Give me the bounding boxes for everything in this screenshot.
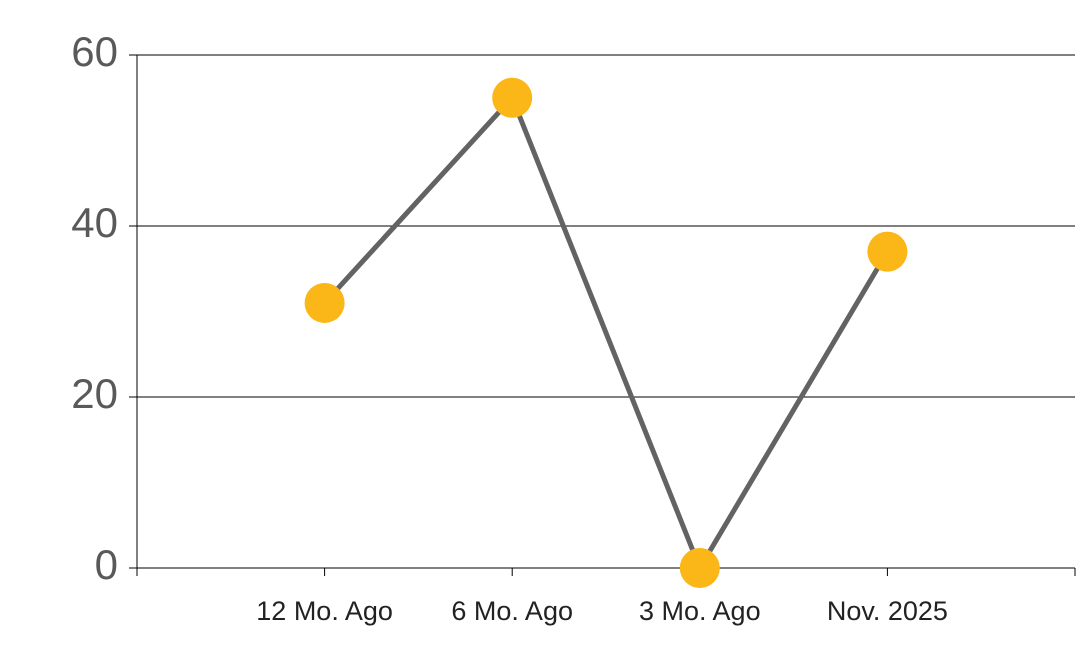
x-tick-label: 3 Mo. Ago (639, 596, 761, 626)
data-point (867, 231, 908, 272)
data-line (322, 95, 890, 571)
data-point (492, 77, 533, 118)
data-point (304, 282, 345, 323)
x-tick-label: 6 Mo. Ago (451, 596, 573, 626)
y-tick-label: 0 (95, 541, 118, 588)
x-tick-label: Nov. 2025 (827, 596, 948, 626)
y-tick-label: 40 (71, 199, 118, 246)
x-tick-label: 12 Mo. Ago (256, 596, 393, 626)
y-tick-label: 60 (71, 28, 118, 75)
y-tick-label: 20 (71, 370, 118, 417)
data-point (679, 548, 720, 588)
